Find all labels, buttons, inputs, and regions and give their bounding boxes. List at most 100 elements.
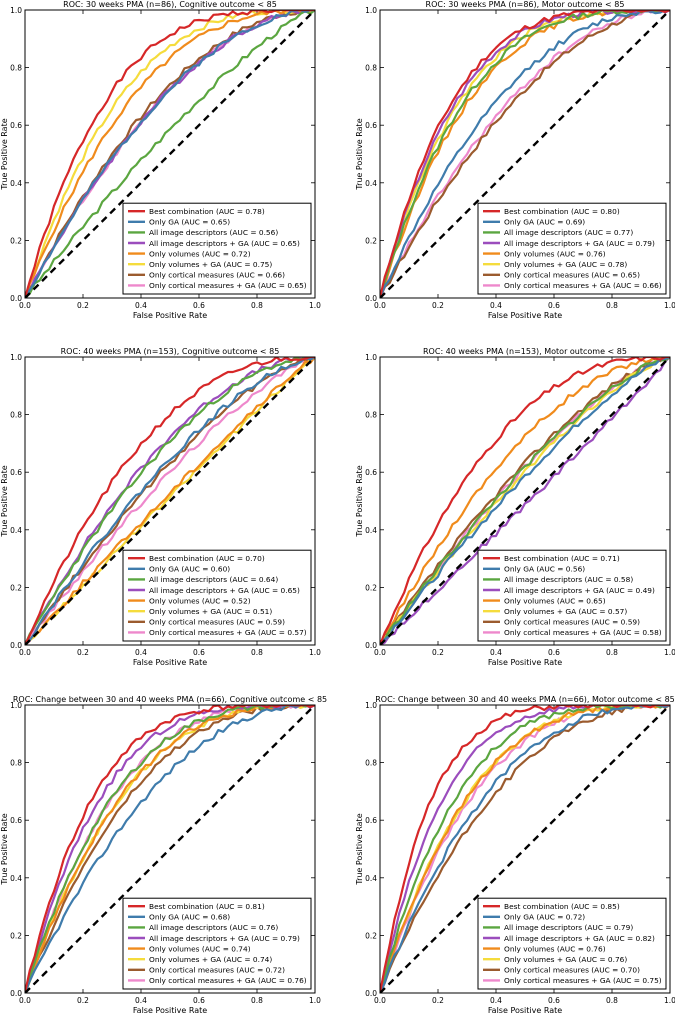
series-line-2 [380, 10, 670, 298]
y-tick-label: 0.2 [365, 931, 377, 940]
series-line-5 [380, 10, 670, 298]
chart-title: ROC: 40 weeks PMA (n=153), Cognitive out… [61, 347, 280, 356]
legend-label: Only GA (AUC = 0.60) [149, 565, 230, 574]
y-tick-label: 1.0 [365, 353, 377, 362]
y-tick-label: 0.2 [10, 236, 22, 245]
x-tick-label: 0.4 [490, 996, 502, 1005]
y-tick-label: 0.2 [10, 583, 22, 592]
x-tick-label: 0.8 [606, 996, 618, 1005]
x-axis-label: False Positive Rate [488, 1006, 562, 1015]
legend-label: Only volumes (AUC = 0.65) [504, 596, 606, 605]
legend-label: Only GA (AUC = 0.69) [504, 218, 585, 227]
x-tick-label: 0.0 [374, 301, 386, 310]
roc-panel-3: ROC: 40 weeks PMA (n=153), Cognitive out… [0, 347, 321, 667]
y-tick-label: 0.6 [365, 121, 377, 130]
y-axis-label: True Positive Rate [0, 118, 9, 190]
legend-box [477, 549, 667, 642]
plot-area [25, 10, 315, 298]
x-tick-label: 0.6 [548, 301, 560, 310]
series-line-1 [380, 357, 670, 645]
legend-label: Only GA (AUC = 0.65) [149, 218, 230, 227]
y-axis-label: True Positive Rate [0, 465, 9, 537]
legend-label: Only cortical measures (AUC = 0.70) [504, 966, 640, 975]
y-tick-label: 1.0 [365, 6, 377, 15]
y-tick-label: 0.0 [10, 294, 22, 303]
y-axis-label: True Positive Rate [0, 813, 9, 885]
legend-label: Only volumes + GA (AUC = 0.75) [149, 260, 272, 269]
legend-label: Only GA (AUC = 0.72) [504, 913, 585, 922]
chance-diagonal [25, 357, 315, 645]
series-line-2 [25, 357, 315, 645]
legend: Best combination (AUC = 0.80) Only GA (AU… [477, 202, 667, 295]
legend-label: Only volumes + GA (AUC = 0.76) [504, 955, 627, 964]
chart-title: ROC: 30 weeks PMA (n=86), Motor outcome … [426, 0, 625, 9]
x-tick-label: 0.2 [77, 648, 89, 657]
series-line-3 [380, 357, 670, 645]
legend-label: Only volumes (AUC = 0.52) [149, 596, 251, 605]
legend: Best combination (AUC = 0.81) Only GA (AU… [122, 897, 312, 990]
axes-frame [379, 704, 671, 994]
series-line-3 [380, 10, 670, 298]
x-tick-label: 0.6 [548, 996, 560, 1005]
y-axis-label: True Positive Rate [355, 813, 364, 885]
x-tick-label: 0.0 [19, 648, 31, 657]
x-tick-label: 0.0 [19, 301, 31, 310]
series-line-3 [25, 357, 315, 645]
legend-label: Only cortical measures + GA (AUC = 0.66) [504, 281, 662, 290]
series-line-2 [25, 705, 315, 993]
legend-label: Best combination (AUC = 0.80) [504, 207, 620, 216]
y-tick-label: 0.6 [365, 468, 377, 477]
x-tick-label: 1.0 [309, 301, 321, 310]
legend-label: All image descriptors + GA (AUC = 0.82) [504, 934, 655, 943]
series-line-7 [380, 705, 670, 993]
x-tick-label: 0.2 [432, 301, 444, 310]
x-tick-label: 0.6 [193, 301, 205, 310]
series-line-1 [25, 357, 315, 645]
legend-box [122, 202, 312, 295]
x-tick-label: 0.4 [135, 996, 147, 1005]
legend-label: All image descriptors (AUC = 0.77) [504, 228, 633, 237]
legend-label: All image descriptors + GA (AUC = 0.65) [149, 586, 300, 595]
x-tick-label: 1.0 [664, 648, 675, 657]
x-axis-label: False Positive Rate [488, 311, 562, 320]
chance-diagonal [25, 10, 315, 298]
axes-frame [24, 9, 316, 299]
series-line-2 [380, 705, 670, 993]
legend: Best combination (AUC = 0.78) Only GA (AU… [122, 202, 312, 295]
legend-label: Only GA (AUC = 0.56) [504, 565, 585, 574]
x-axis-label: False Positive Rate [133, 311, 207, 320]
series-line-5 [25, 357, 315, 645]
axes-frame [379, 9, 671, 299]
legend-label: Only volumes + GA (AUC = 0.78) [504, 260, 627, 269]
legend-label: Only GA (AUC = 0.68) [149, 913, 230, 922]
x-tick-label: 0.6 [548, 648, 560, 657]
y-tick-label: 0.6 [10, 121, 22, 130]
series-line-3 [25, 10, 315, 298]
legend-label: Only volumes + GA (AUC = 0.51) [149, 607, 272, 616]
legend-label: All image descriptors + GA (AUC = 0.79) [149, 934, 300, 943]
series-line-4 [380, 705, 670, 993]
legend-box [477, 202, 667, 295]
chart-title: ROC: Change between 30 and 40 weeks PMA … [13, 695, 327, 704]
x-tick-label: 0.4 [135, 301, 147, 310]
legend-label: All image descriptors (AUC = 0.56) [149, 228, 278, 237]
y-tick-label: 0.0 [365, 989, 377, 998]
x-axis-label: False Positive Rate [133, 658, 207, 667]
y-tick-label: 0.4 [365, 179, 377, 188]
legend-label: Only cortical measures + GA (AUC = 0.65) [149, 281, 307, 290]
series-line-7 [25, 357, 315, 645]
y-tick-label: 0.8 [10, 759, 22, 768]
y-tick-label: 0.4 [365, 526, 377, 535]
y-tick-label: 0.8 [10, 411, 22, 420]
legend-label: Only volumes (AUC = 0.72) [149, 249, 251, 258]
roc-panel-6: ROC: Change between 30 and 40 weeks PMA … [355, 695, 675, 1015]
x-tick-label: 1.0 [664, 301, 675, 310]
y-tick-label: 0.8 [365, 411, 377, 420]
legend-label: Only cortical measures (AUC = 0.59) [504, 618, 640, 627]
y-tick-label: 0.0 [10, 989, 22, 998]
y-tick-label: 0.2 [10, 931, 22, 940]
legend: Best combination (AUC = 0.70) Only GA (AU… [122, 549, 312, 642]
legend-label: All image descriptors + GA (AUC = 0.65) [149, 239, 300, 248]
y-tick-label: 1.0 [365, 701, 377, 710]
